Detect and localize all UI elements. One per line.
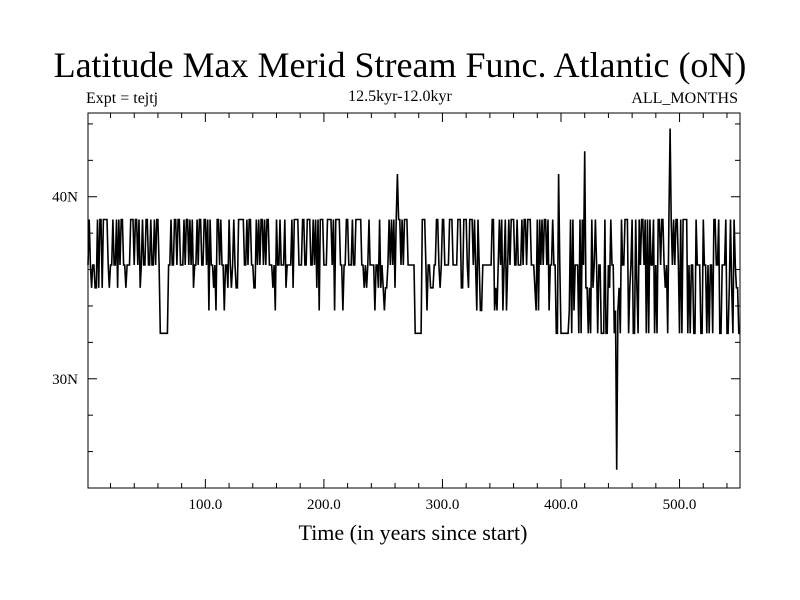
x-axis-label: Time (in years since start)	[298, 520, 528, 545]
x-tick-label: 200.0	[307, 497, 341, 513]
experiment-label: Expt = tejtj	[86, 90, 159, 107]
months-label: ALL_MONTHS	[631, 90, 738, 107]
plot-frame	[87, 112, 741, 489]
series-line	[87, 128, 740, 470]
chart-title: Latitude Max Merid Stream Func. Atlantic…	[53, 45, 747, 85]
x-tick-label: 500.0	[663, 497, 697, 513]
x-tick-label: 400.0	[544, 497, 578, 513]
period-label: 12.5kyr-12.0kyr	[348, 88, 452, 105]
y-tick-label: 40N	[52, 190, 78, 206]
x-tick-label: 300.0	[426, 497, 460, 513]
y-tick-label: 30N	[52, 372, 78, 388]
x-tick-label: 100.0	[188, 497, 222, 513]
axis-ticks	[88, 113, 740, 488]
tick-labels: 100.0 200.0 300.0 400.0 500.0 30N 40N	[52, 190, 696, 513]
